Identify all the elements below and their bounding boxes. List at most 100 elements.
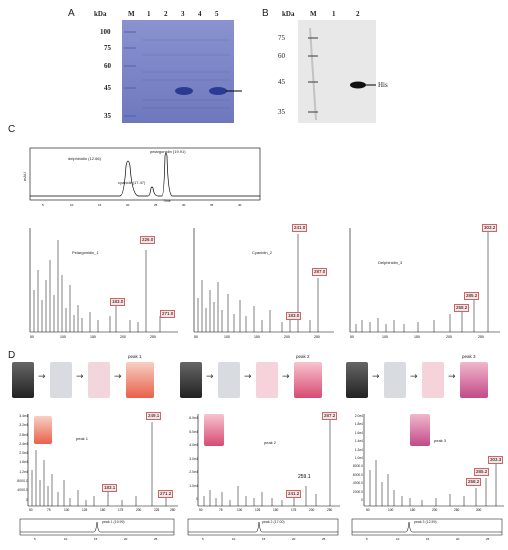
svg-text:300: 300 (476, 508, 482, 512)
ytick: 2000.0 (352, 489, 363, 494)
ms-d-2-label-241: 241.2 (286, 490, 302, 498)
gel-b-image (298, 20, 376, 123)
svg-text:15: 15 (426, 537, 430, 541)
ms-c-1-label-183: 183.0 (110, 298, 126, 306)
panel-letter-d: D (8, 350, 16, 361)
ms-c-3-label-258: 258.2 (454, 304, 470, 312)
ms-c-3-plot: 50 100 150 200 250 (349, 228, 500, 339)
chrom-strip-2-plot: 5 10 15 20 25 (187, 518, 339, 541)
svg-text:50: 50 (30, 335, 34, 339)
gel-a-marker-35: 35 (104, 112, 111, 120)
ms-c-2: 50 100 150 200 250 Cyanidin_2 183.0 241.0 28… (186, 220, 336, 340)
svg-text:50: 50 (29, 508, 33, 512)
ytick: 4000.0 (17, 488, 28, 493)
ytick: 2.0e4 (19, 451, 28, 456)
svg-text:250: 250 (314, 335, 320, 339)
gel-b-lane-2: 2 (356, 10, 360, 18)
gel-a-lane-2: 2 (164, 10, 168, 18)
svg-text:10: 10 (64, 537, 68, 541)
ms-d-3-peak-label: peak 3 (434, 438, 447, 443)
panel-letter-c: C (8, 124, 16, 135)
ytick: 1.8e4 (354, 422, 363, 427)
svg-text:200: 200 (309, 508, 315, 512)
svg-text:175: 175 (291, 508, 297, 512)
ms-d-1-label-249: 249.1 (146, 412, 162, 420)
ms-d-3-label-285: 285.2 (474, 468, 490, 476)
gel-b-lane-m: M (310, 10, 317, 18)
gel-a-marker-45: 45 (104, 84, 111, 92)
tube-photo (460, 362, 488, 398)
gel-b-band-label: His (378, 81, 388, 89)
svg-text:75: 75 (47, 508, 51, 512)
ms-c-1-label-271: 271.0 (160, 310, 176, 318)
gel-a-lane-m: M (128, 10, 135, 18)
svg-text:50: 50 (350, 335, 354, 339)
peak-1-title: peak 1 (128, 354, 142, 359)
svg-text:15: 15 (94, 537, 98, 541)
svg-text:125: 125 (82, 508, 88, 512)
svg-text:25: 25 (154, 537, 158, 541)
gel-b-marker-60: 60 (278, 52, 285, 60)
svg-text:100: 100 (237, 508, 243, 512)
svg-text:5: 5 (366, 537, 368, 541)
svg-text:5: 5 (34, 537, 36, 541)
svg-text:5: 5 (202, 537, 204, 541)
svg-text:200: 200 (284, 335, 290, 339)
ytick: 1.6e4 (354, 430, 363, 435)
ytick: 1.2e4 (19, 469, 28, 474)
ms-d-3-label-258: 258.2 (466, 478, 482, 486)
arrow-icon: → (244, 372, 252, 382)
tube-photo (204, 414, 224, 446)
gel-a-image (122, 20, 242, 123)
ms-d-2: 50 75 100 125 150 175 200 250 6.0e4 5.0e4 4.0e… (182, 410, 342, 514)
arrow-icon: → (448, 372, 456, 382)
svg-text:100: 100 (224, 335, 230, 339)
svg-text:250: 250 (150, 335, 156, 339)
ms-c-2-plot: 50 100 150 200 250 (193, 228, 334, 339)
svg-text:50: 50 (194, 335, 198, 339)
svg-text:10: 10 (70, 203, 74, 207)
gel-b-marker-45: 45 (278, 78, 285, 86)
tube-row-1: → → → peak 1 (12, 354, 172, 402)
ytick: 8000.0 (352, 464, 363, 469)
svg-text:150: 150 (414, 335, 420, 339)
chrom-strip-1: 5 10 15 20 25 peak 1 (19.99) (14, 518, 176, 542)
tube-photo (12, 362, 34, 398)
gel-a-lane-4: 4 (198, 10, 202, 18)
ms-c-2-label-287: 287.0 (312, 268, 328, 276)
svg-text:25: 25 (322, 537, 326, 541)
ytick: 2.0e4 (354, 414, 363, 418)
svg-text:225: 225 (154, 508, 160, 512)
ms-c-1-compound: Pelargonidin_1 (72, 250, 99, 255)
ytick: 0 (361, 498, 363, 503)
svg-text:200: 200 (446, 335, 452, 339)
ytick: 8000.0 (17, 479, 28, 484)
tube-photo (346, 362, 368, 398)
arrow-icon: → (206, 372, 214, 382)
ms-d-1-peak-label: peak 1 (76, 436, 89, 441)
gel-a-lane-3: 3 (181, 10, 185, 18)
gel-a-marker-100: 100 (100, 28, 111, 36)
ms-c-2-label-183: 183.0 (286, 312, 302, 320)
svg-text:75: 75 (219, 508, 223, 512)
ms-d-2-label-259: 259.1 (298, 474, 311, 480)
svg-text:40: 40 (238, 203, 242, 207)
ms-d-1-label-271: 271.2 (158, 490, 174, 498)
svg-text:20: 20 (292, 537, 296, 541)
hplc-peak-delphinidin: delphinidin (12.66) (68, 156, 101, 161)
gel-a-lane-5: 5 (215, 10, 219, 18)
svg-text:10: 10 (396, 537, 400, 541)
gel-a: kDa M 1 2 3 4 5 100 75 60 45 35 (84, 8, 244, 123)
ytick: 2.0e4 (189, 470, 198, 474)
chrom-strip-3-plot: 5 10 15 20 25 (351, 518, 503, 541)
ms-c-3-compound: Delphinidin_3 (378, 260, 403, 265)
gel-a-marker-60: 60 (104, 62, 111, 70)
svg-text:150: 150 (254, 335, 260, 339)
svg-text:50: 50 (199, 508, 203, 512)
ytick: 2.4e4 (19, 441, 28, 446)
svg-text:20: 20 (126, 203, 130, 207)
ms-c-1-plot: 50 100 150 200 250 (29, 228, 178, 339)
ytick: 2.8e4 (19, 432, 28, 437)
svg-text:250: 250 (327, 508, 333, 512)
svg-text:125: 125 (255, 508, 261, 512)
